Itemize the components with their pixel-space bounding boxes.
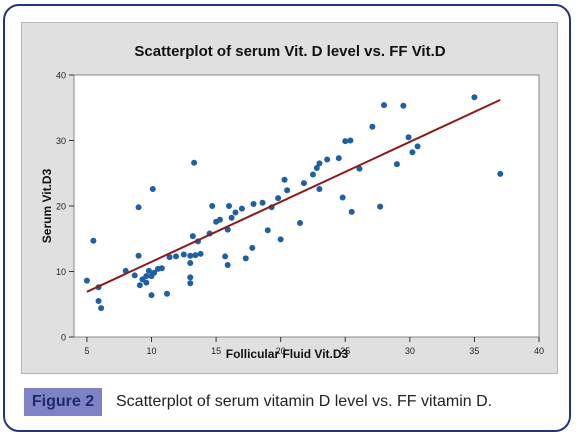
x-axis-label: Follicular Fluid Vit.D3 xyxy=(226,347,349,361)
y-tick-label: 30 xyxy=(56,136,66,146)
data-point xyxy=(83,277,90,284)
data-point xyxy=(192,252,199,259)
data-point xyxy=(135,252,142,259)
data-point xyxy=(249,244,256,251)
x-tick-label: 30 xyxy=(405,346,415,356)
data-point xyxy=(224,261,231,268)
data-point xyxy=(136,282,143,289)
data-point xyxy=(228,214,235,221)
scatter-chart: Scatterplot of serum Vit. D level vs. FF… xyxy=(40,43,544,361)
data-point xyxy=(414,143,421,150)
data-point xyxy=(232,209,239,216)
data-point xyxy=(316,160,323,167)
data-point xyxy=(347,137,354,144)
data-point xyxy=(281,176,288,183)
data-point xyxy=(264,227,271,234)
y-tick-label: 10 xyxy=(56,267,66,277)
data-point xyxy=(497,170,504,177)
data-point xyxy=(143,273,150,280)
data-point xyxy=(209,203,216,209)
chart-title: Scatterplot of serum Vit. D level vs. FF… xyxy=(134,43,445,60)
data-points xyxy=(83,94,504,312)
data-point xyxy=(158,265,165,272)
data-point xyxy=(166,254,173,261)
data-point xyxy=(313,165,320,172)
x-axis: 5 10 15 20 25 30 35 40 xyxy=(84,337,544,356)
data-point xyxy=(259,199,266,206)
x-tick-label: 20 xyxy=(276,346,286,356)
data-point xyxy=(369,123,376,130)
data-point xyxy=(275,195,282,202)
figure-caption-text: Scatterplot of serum vitamin D level vs.… xyxy=(116,393,493,410)
data-point xyxy=(348,208,355,215)
data-point xyxy=(297,220,304,227)
data-point xyxy=(222,253,229,260)
y-tick-label: 0 xyxy=(61,333,66,343)
data-point xyxy=(90,237,97,244)
data-point xyxy=(400,102,407,109)
data-point xyxy=(180,251,187,258)
data-point xyxy=(135,204,142,211)
data-point xyxy=(149,185,156,192)
data-point xyxy=(187,280,194,287)
data-point xyxy=(316,185,323,192)
x-tick-label: 5 xyxy=(84,346,89,356)
x-tick-label: 15 xyxy=(211,346,221,356)
data-point xyxy=(189,233,196,240)
chart-panel: Scatterplot of serum Vit. D level vs. FF… xyxy=(21,22,558,374)
data-point xyxy=(342,138,349,145)
data-point xyxy=(238,205,245,212)
data-point xyxy=(191,159,198,166)
data-point xyxy=(377,203,384,210)
data-point xyxy=(98,305,105,312)
data-point xyxy=(164,290,170,297)
data-point xyxy=(250,201,257,208)
data-point xyxy=(242,255,249,262)
figure-label: Figure 2 xyxy=(24,388,102,416)
y-axis-label: Serum Vit.D3 xyxy=(40,168,54,243)
data-point xyxy=(145,267,152,274)
figure-caption: Figure 2 Scatterplot of serum vitamin D … xyxy=(24,388,554,416)
data-point xyxy=(197,250,204,257)
data-point xyxy=(405,134,412,141)
x-tick-label: 25 xyxy=(340,346,350,356)
y-axis: 0 10 20 30 40 xyxy=(56,71,74,343)
x-tick-label: 35 xyxy=(469,346,479,356)
data-point xyxy=(187,252,194,259)
data-point xyxy=(131,272,138,279)
regression-line xyxy=(86,98,501,293)
data-point xyxy=(148,292,155,299)
y-tick-label: 20 xyxy=(56,202,66,212)
data-point xyxy=(216,216,223,223)
data-point xyxy=(324,156,331,163)
data-point xyxy=(339,194,346,201)
data-point xyxy=(187,274,194,281)
data-point xyxy=(309,171,316,178)
data-point xyxy=(356,165,363,172)
y-tick-label: 40 xyxy=(56,71,66,81)
data-point xyxy=(300,180,307,187)
data-point xyxy=(173,253,180,260)
data-point xyxy=(284,187,291,194)
data-point xyxy=(409,149,416,156)
data-point xyxy=(143,279,150,286)
data-point xyxy=(226,203,232,209)
data-point xyxy=(187,259,194,266)
data-point xyxy=(277,236,284,243)
data-point xyxy=(393,161,400,168)
x-tick-label: 40 xyxy=(534,346,544,356)
data-point xyxy=(151,269,158,276)
data-point xyxy=(471,94,478,101)
x-tick-label: 10 xyxy=(146,346,156,356)
data-point xyxy=(381,102,387,109)
data-point xyxy=(335,155,342,162)
data-point xyxy=(95,297,102,304)
